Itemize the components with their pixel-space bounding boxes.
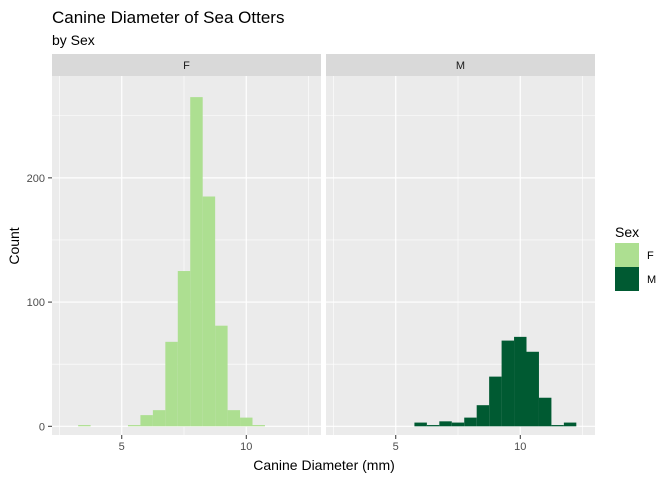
histogram-bar	[514, 336, 527, 427]
facet-strip	[52, 54, 321, 76]
panel-m: M 5 10	[326, 54, 595, 453]
histogram-bar	[240, 417, 253, 427]
histogram-bar	[538, 397, 552, 427]
histogram-bar	[127, 425, 141, 427]
histogram-bar	[464, 417, 477, 427]
x-tick-label: 10	[514, 441, 526, 453]
legend: FM	[615, 243, 656, 291]
histogram-bar	[165, 341, 178, 427]
histogram-bar	[551, 425, 564, 427]
histogram-bar	[152, 410, 166, 427]
histogram-bar	[439, 421, 452, 427]
legend-label: M	[647, 274, 656, 286]
x-tick-label: 5	[393, 441, 399, 453]
histogram-bar	[489, 376, 502, 427]
histogram-bar	[227, 410, 241, 427]
x-tick-label: 5	[119, 441, 125, 453]
x-axis-title: Canine Diameter (mm)	[253, 457, 395, 473]
histogram-bar	[501, 340, 515, 427]
legend-title: Sex	[615, 224, 639, 240]
histogram-bar	[190, 97, 203, 427]
legend-label: F	[647, 250, 654, 262]
histogram-bar	[451, 422, 465, 427]
legend-key-f	[615, 243, 639, 267]
histogram-bar	[78, 425, 91, 427]
facet-strip-label: F	[183, 60, 190, 72]
histogram-bar	[177, 271, 191, 427]
histogram-bar	[426, 425, 440, 427]
legend-key-m	[615, 267, 639, 291]
y-tick-label: 200	[27, 173, 45, 185]
histogram-bar	[140, 415, 153, 427]
facet-strip-label: M	[456, 60, 465, 72]
histogram-bar	[526, 351, 539, 427]
x-tick-label: 10	[240, 441, 252, 453]
histogram-bar	[252, 425, 265, 427]
panel-f: F 5 10	[52, 54, 321, 453]
chart-title: Canine Diameter of Sea Otters	[52, 8, 284, 27]
histogram-bar	[202, 196, 216, 427]
histogram-bar	[563, 422, 577, 427]
histogram-bar	[476, 405, 490, 427]
facet-strip	[326, 54, 595, 76]
histogram-bar	[215, 325, 228, 427]
chart-subtitle: by Sex	[52, 32, 95, 48]
y-tick-label: 0	[39, 421, 45, 433]
y-axis-title: Count	[6, 227, 22, 264]
y-tick-label: 100	[27, 297, 45, 309]
panel-background	[326, 76, 595, 435]
histogram-bar	[414, 422, 427, 427]
